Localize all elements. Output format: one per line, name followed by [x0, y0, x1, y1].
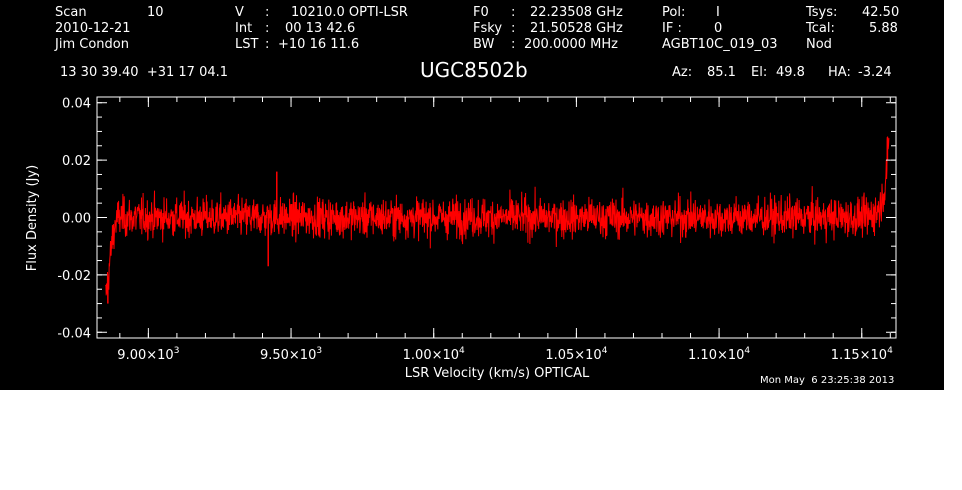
f0-label: F0 — [473, 5, 489, 20]
int-label: Int — [235, 21, 253, 36]
x-tick-label: 1.05×104 — [545, 346, 607, 363]
y-tick-label: 0.02 — [62, 154, 91, 169]
if-value: 0 — [714, 21, 723, 36]
f0-value: 22.23508 GHz — [530, 5, 623, 20]
az-label: Az: — [672, 65, 693, 80]
x-tick-label: 9.50×103 — [260, 346, 322, 363]
bw-sep: : — [511, 37, 516, 52]
flux-density-chart: 0.04 0.02 0.00 -0.02 -0.04 9.00×103 9.50×103 1.… — [25, 96, 897, 381]
obs-mode: Nod — [806, 37, 832, 52]
lst-sep: : — [265, 37, 270, 52]
x-tick-label: 1.00×104 — [403, 346, 465, 363]
y-tick-label: 0.00 — [62, 212, 91, 227]
int-sep: : — [265, 21, 270, 36]
x-tick-label: 9.00×103 — [117, 346, 179, 363]
ha-label: HA: — [828, 65, 851, 80]
tsys-value: 42.50 — [862, 5, 900, 20]
el-value: 49.8 — [776, 65, 805, 80]
source-coordinates: 13 30 39.40 +31 17 04.1 — [60, 65, 229, 80]
scan-label: Scan — [55, 5, 87, 20]
scan-value: 10 — [147, 5, 164, 20]
if-label: IF : — [662, 21, 682, 36]
project-id: AGBT10C_019_03 — [662, 37, 778, 52]
ticks-layer: 0.04 0.02 0.00 -0.02 -0.04 9.00×103 9.50×103 1.… — [57, 97, 896, 363]
lst-value: +10 16 11.6 — [278, 37, 360, 52]
f0-sep: : — [511, 5, 516, 20]
source-name: UGC8502b — [420, 58, 528, 82]
fsky-label: Fsky — [473, 21, 503, 36]
int-value: 00 13 42.6 — [285, 21, 356, 36]
el-label: El: — [751, 65, 768, 80]
bw-value: 200.0000 MHz — [524, 37, 618, 52]
bw-label: BW — [473, 37, 495, 52]
ha-value: -3.24 — [858, 65, 892, 80]
tcal-label: Tcal: — [806, 21, 835, 36]
velocity-label: V — [235, 5, 244, 20]
az-value: 85.1 — [707, 65, 736, 80]
series-layer — [105, 136, 890, 304]
tcal-value: 5.88 — [869, 21, 898, 36]
x-axis-title: LSR Velocity (km/s) OPTICAL — [405, 366, 590, 381]
velocity-value: 10210.0 OPTI-LSR — [291, 5, 408, 20]
pol-label: Pol: — [662, 5, 686, 20]
x-tick-label: 1.10×104 — [688, 346, 750, 363]
y-tick-label: -0.04 — [57, 326, 91, 341]
tsys-label: Tsys: — [806, 5, 838, 20]
fsky-value: 21.50528 GHz — [530, 21, 623, 36]
plot-timestamp: Mon May 6 23:25:38 2013 — [760, 375, 895, 386]
lst-label: LST — [235, 37, 259, 52]
pol-value: I — [716, 5, 720, 20]
y-axis-title: Flux Density (Jy) — [25, 165, 40, 271]
y-tick-label: -0.02 — [57, 269, 91, 284]
fsky-sep: : — [511, 21, 516, 36]
series-line — [105, 136, 890, 296]
y-tick-label: 0.04 — [62, 97, 91, 112]
x-tick-label: 1.15×104 — [831, 346, 893, 363]
observer-name: Jim Condon — [55, 37, 129, 52]
plot-panel: Scan 10 2010-12-21 Jim Condon V : 10210.… — [0, 0, 944, 390]
obs-date: 2010-12-21 — [55, 21, 131, 36]
velocity-sep: : — [265, 5, 270, 20]
